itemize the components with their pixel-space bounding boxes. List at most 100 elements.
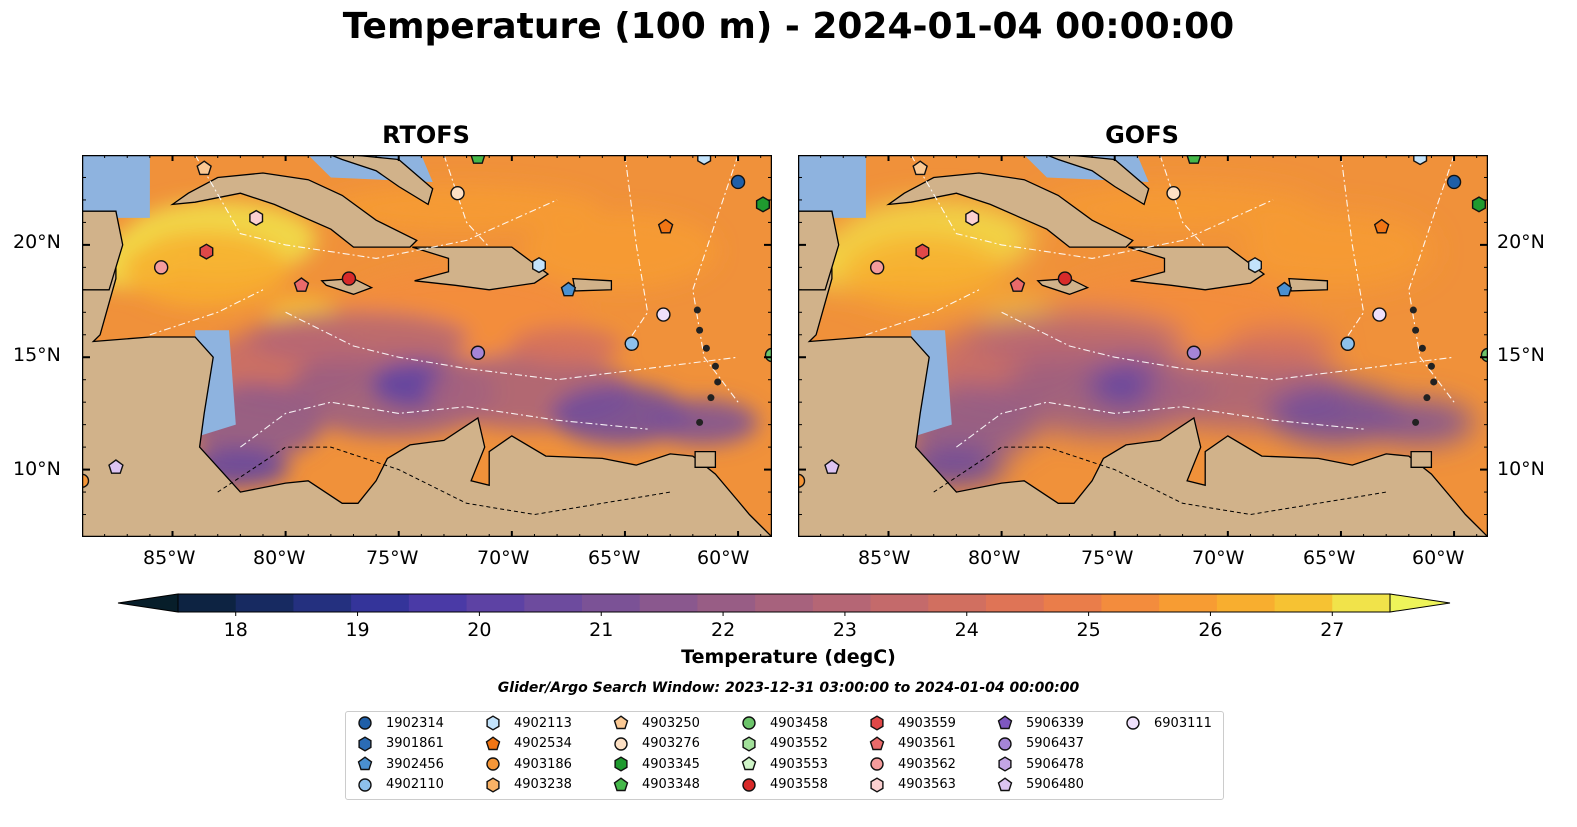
legend-marker-pentagon-icon (357, 756, 373, 771)
obs-marker-4903562 (153, 260, 169, 275)
colorbar-segment (293, 594, 352, 612)
colorbar-segment (986, 594, 1045, 612)
obs-marker-4903558 (341, 271, 357, 286)
legend-item: 5906437 (996, 735, 1084, 753)
obs-marker-4903559 (199, 243, 214, 260)
colorbar-tick-label: 24 (954, 619, 979, 641)
legend-label: 4902534 (514, 736, 572, 751)
land-yucatanPen (798, 210, 840, 291)
legend-label: 3902456 (386, 756, 444, 772)
land-centralam (798, 155, 1488, 537)
colorbar-tick-label: 25 (1076, 619, 1101, 641)
lon-tick-label: 70°W (477, 547, 530, 569)
legend-label: 5906480 (1026, 777, 1084, 792)
legend-marker (614, 756, 628, 772)
legend-marker-circle-icon (614, 736, 628, 751)
legend-marker (1126, 716, 1140, 730)
colorbar-label: Temperature (degC) (681, 646, 896, 668)
map-panel-gofs (798, 155, 1488, 537)
legend-marker-pentagon-icon (613, 776, 629, 791)
colorbar-over-arrow (1389, 593, 1451, 613)
obs-marker-4903250 (196, 160, 212, 176)
legend-item: 4902534 (484, 735, 572, 753)
legend-label: 3901861 (386, 736, 444, 751)
obs-marker-6903111 (1372, 307, 1387, 322)
map-panel-rtofs (82, 155, 772, 537)
legend-label: 4903345 (642, 756, 700, 772)
obs-marker-4903345 (1471, 196, 1486, 213)
obs-marker-4903345 (755, 196, 770, 213)
lon-tick-label: 60°W (1412, 547, 1465, 569)
legend-label: 4903563 (898, 777, 956, 792)
colorbar-tick-label: 21 (589, 619, 614, 641)
legend-marker-circle-icon (1126, 716, 1140, 730)
colorbar-segment (812, 594, 872, 612)
legend-marker (997, 776, 1013, 791)
lon-tick-label: 85°W (143, 547, 196, 569)
legend-item: 1902314 (356, 714, 444, 732)
lon-tick-label: 65°W (588, 547, 641, 569)
colorbar-tick-label: 19 (345, 619, 370, 641)
lat-tick-label: 20°N (1497, 231, 1545, 253)
legend-marker-circle-icon (358, 716, 372, 730)
legend-marker-pentagon-icon (997, 776, 1013, 791)
legend-marker-pentagon-icon (869, 735, 885, 750)
legend-marker (870, 776, 884, 793)
lat-tick-label: 10°N (13, 458, 61, 480)
obs-marker-4902110 (1340, 336, 1355, 351)
legend-label: 4903561 (898, 736, 956, 751)
legend-item: 4903250 (612, 714, 700, 732)
obs-marker-1902314 (1446, 174, 1462, 190)
colorbar-segment (1216, 594, 1276, 612)
obs-marker-4903458 (1480, 347, 1488, 363)
legend-marker-circle-icon (870, 757, 884, 771)
colorbar-tick-label: 18 (223, 619, 248, 641)
legend-marker-circle-icon (486, 757, 500, 771)
legend-marker-circle-icon (742, 716, 756, 730)
legend-item: 4903238 (484, 776, 572, 794)
colorbar-segment (697, 594, 756, 612)
legend-label: 4903238 (514, 777, 572, 792)
legend-label: 4903558 (770, 777, 828, 792)
legend-marker (997, 715, 1013, 730)
colorbar-tick-label: 20 (467, 619, 492, 641)
legend-item: 5906339 (996, 714, 1084, 732)
legend-label: 4903562 (898, 756, 956, 772)
legend-label: 4903552 (770, 736, 828, 751)
obs-marker-4903348 (1186, 155, 1202, 164)
obs-marker-4902113 (1413, 155, 1428, 166)
legend-marker (613, 715, 629, 730)
obs-marker-3902456 (1276, 281, 1293, 297)
legend-marker (613, 776, 629, 791)
colorbar-segment (1332, 594, 1391, 612)
legend-marker (869, 735, 885, 750)
legend-marker (357, 756, 373, 771)
obs-marker-4903563 (249, 209, 264, 227)
legend-item: 4903552 (740, 735, 828, 753)
lon-tick-label: 80°W (253, 547, 306, 569)
legend-marker (486, 757, 500, 771)
legend-marker-hexagon-icon (742, 735, 756, 752)
legend-marker (998, 736, 1012, 751)
figure-title: Temperature (100 m) - 2024-01-04 00:00:0… (342, 6, 1235, 47)
colorbar-segment (1159, 594, 1218, 612)
legend-marker-hexagon-icon (358, 735, 372, 752)
legend-label: 5906478 (1026, 756, 1084, 772)
land-cuba (886, 172, 1134, 248)
colorbar-segment (1101, 594, 1160, 612)
colorbar-under-arrow (117, 593, 179, 613)
lat-tick-label: 15°N (1497, 344, 1545, 366)
lat-tick-label: 10°N (1497, 458, 1545, 480)
land-puertorico (1288, 277, 1329, 292)
lon-tick-label: 60°W (697, 547, 750, 569)
obs-marker-4903562 (869, 260, 885, 275)
obs-marker-4903276 (450, 186, 465, 201)
colorbar-segment (1043, 594, 1102, 612)
obs-marker-5906480 (108, 459, 124, 474)
land-hispaniola (412, 246, 550, 291)
land-hispaniola (1128, 246, 1266, 291)
legend-marker-hexagon-icon (486, 776, 500, 793)
obs-marker-4903276 (1166, 186, 1181, 201)
legend-label: 4903559 (898, 715, 956, 731)
obs-marker-5906480 (824, 459, 840, 474)
